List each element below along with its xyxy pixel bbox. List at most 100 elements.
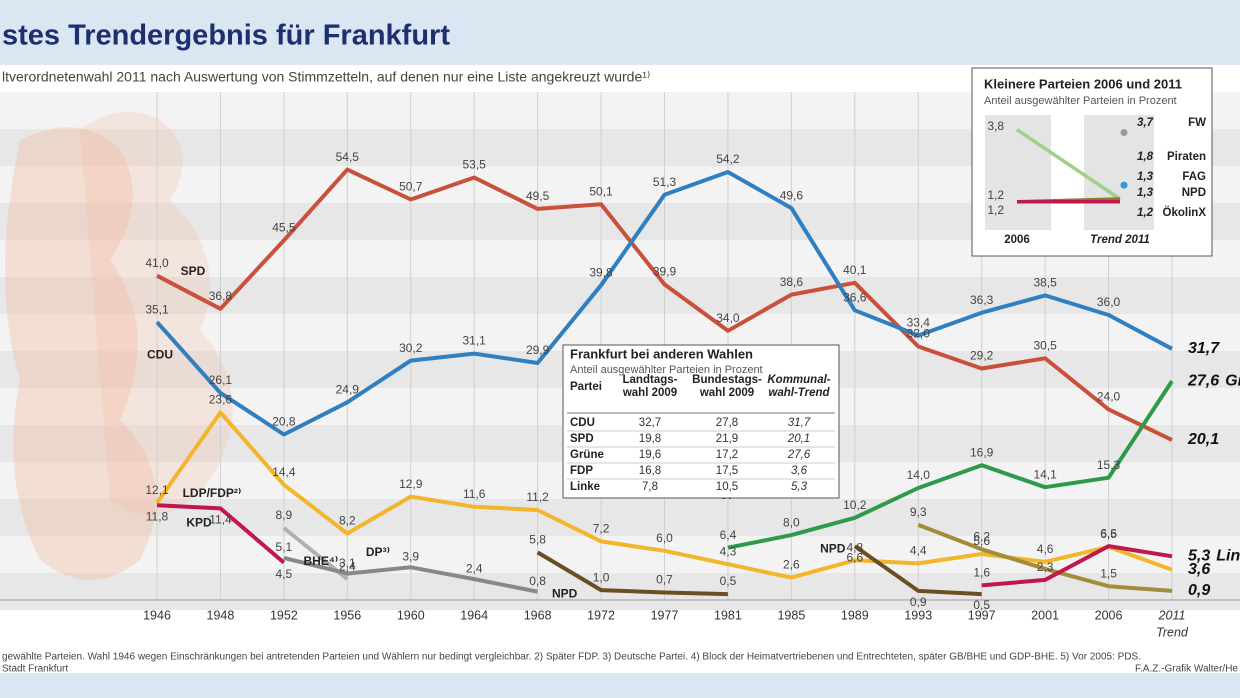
series-label: NPD xyxy=(1182,187,1206,199)
value-label: 14,0 xyxy=(907,468,931,482)
value-label: 41,0 xyxy=(145,256,169,270)
series-label: DP³⁾ xyxy=(366,545,390,559)
inset-column xyxy=(985,115,1051,230)
series-label: ÖkolinX xyxy=(1163,206,1207,219)
value-label: 6,2 xyxy=(973,529,990,543)
value-label: 15,3 xyxy=(1097,458,1121,472)
value-label: 6,0 xyxy=(656,531,673,545)
value-label: 39,8 xyxy=(589,265,613,279)
value-label: 4,5 xyxy=(276,567,293,581)
plot-stripe xyxy=(0,499,1240,536)
table-cell: 27,8 xyxy=(716,417,738,429)
series-line xyxy=(156,167,1173,442)
series-line xyxy=(853,544,982,597)
value-label: 0,9 xyxy=(910,595,927,609)
value-label: 29,9 xyxy=(526,343,550,357)
credit: F.A.Z.-Grafik Walter/He xyxy=(1135,664,1238,675)
value-label: 8,0 xyxy=(783,515,800,529)
series-label: CDU xyxy=(147,347,173,361)
table-row-label: Grüne xyxy=(570,449,604,461)
value-label: 4,3 xyxy=(720,544,737,558)
series-point xyxy=(1120,129,1128,137)
series-label: BHE⁴⁾ xyxy=(304,554,339,568)
value-label: 1,2 xyxy=(987,188,1004,202)
plot-stripe xyxy=(0,277,1240,314)
table-frame xyxy=(562,344,840,499)
table-title: Frankfurt bei anderen Wahlen xyxy=(570,346,753,361)
value-label: 54,2 xyxy=(716,152,740,166)
value-label: 50,1 xyxy=(589,184,613,198)
value-label: 0,5 xyxy=(973,598,990,612)
value-label: 11,4 xyxy=(209,513,232,527)
value-label: 53,5 xyxy=(463,158,487,172)
subtitle: ltverordnetenwahl 2011 nach Auswertung v… xyxy=(2,69,650,85)
value-label: 36,3 xyxy=(970,293,994,307)
value-label: 12,9 xyxy=(399,477,423,491)
end-value-label: 27,6 xyxy=(1187,372,1219,389)
table-header: Bundestags- xyxy=(692,374,762,386)
source: Stadt Frankfurt xyxy=(2,664,68,675)
table-row-label: CDU xyxy=(570,417,595,429)
series-point xyxy=(1120,181,1128,189)
table-header: Landtags- xyxy=(623,374,678,386)
table-cell: 17,2 xyxy=(716,449,738,461)
series-label: Gr xyxy=(1225,372,1240,389)
footnote: gewählte Parteien. Wahl 1946 wegen Einsc… xyxy=(2,652,1141,663)
series-label: Lin xyxy=(1216,548,1240,565)
value-label: 23,6 xyxy=(209,393,233,407)
table-cell: 16,8 xyxy=(639,465,661,477)
value-label: 35,1 xyxy=(145,302,169,316)
table-header: wahl-Trend xyxy=(768,387,830,399)
value-label: 33,4 xyxy=(907,316,931,330)
table: Frankfurt bei anderen Wahlen Anteil ausg… xyxy=(562,344,840,499)
table-cell: 17,5 xyxy=(716,465,738,477)
value-label: 16,9 xyxy=(970,445,994,459)
value-label: 1,6 xyxy=(973,566,990,580)
value-label: 8,9 xyxy=(276,508,293,522)
value-label: 11,8 xyxy=(146,509,169,523)
end-value-label: 5,3 xyxy=(1188,548,1210,565)
value-label: 49,6 xyxy=(780,188,804,202)
end-value-label: 31,7 xyxy=(1188,340,1220,357)
series-line xyxy=(536,550,728,597)
x-tick-label: 1977 xyxy=(651,608,679,622)
value-label: 45,5 xyxy=(272,221,296,235)
value-label: 10,2 xyxy=(843,498,867,512)
value-label: 4,8 xyxy=(846,540,863,554)
value-label: 1,2 xyxy=(1137,207,1154,219)
table-row-label: FDP xyxy=(570,465,593,477)
value-label: 1,3 xyxy=(1137,187,1154,199)
value-label: 2,3 xyxy=(1037,560,1054,574)
x-tick-label: 1956 xyxy=(333,608,361,622)
table-cell: 10,5 xyxy=(716,481,738,493)
series-line xyxy=(1016,128,1121,201)
value-label: 8,2 xyxy=(339,514,356,528)
value-label: 3,8 xyxy=(987,119,1004,133)
value-label: 1,2 xyxy=(987,203,1004,217)
series-label: FAG xyxy=(1182,171,1206,183)
table-row-label: SPD xyxy=(570,433,594,445)
inset-subtitle: Anteil ausgewählter Parteien in Prozent xyxy=(984,95,1177,107)
table-cell: 19,6 xyxy=(639,449,661,461)
value-label: 40,1 xyxy=(843,263,867,277)
series-label: LDP/FDP²⁾ xyxy=(183,486,242,500)
x-tick-label: 1946 xyxy=(143,608,171,622)
series-line xyxy=(283,555,538,594)
value-label: 49,5 xyxy=(526,189,550,203)
value-label: 5,6 xyxy=(973,534,990,548)
series-line xyxy=(156,503,286,565)
value-label: 6,5 xyxy=(1100,527,1117,541)
eagle-watermark xyxy=(5,127,156,580)
inset-title: Kleinere Parteien 2006 und 2011 xyxy=(984,76,1182,91)
value-label: 3,9 xyxy=(402,550,419,564)
inset-chart: Kleinere Parteien 2006 und 2011 Anteil a… xyxy=(971,67,1213,257)
x-tick-label: 1972 xyxy=(587,608,615,622)
footer-band xyxy=(0,673,1240,698)
value-label: 2,4 xyxy=(466,561,483,575)
x-tick-label: Trend 2011 xyxy=(1090,234,1150,246)
value-label: 6,4 xyxy=(720,528,737,542)
value-label: 0,8 xyxy=(529,574,546,588)
value-label: 0,5 xyxy=(720,574,737,588)
value-label: 2,6 xyxy=(783,558,800,572)
series-label: NPD xyxy=(820,541,846,555)
